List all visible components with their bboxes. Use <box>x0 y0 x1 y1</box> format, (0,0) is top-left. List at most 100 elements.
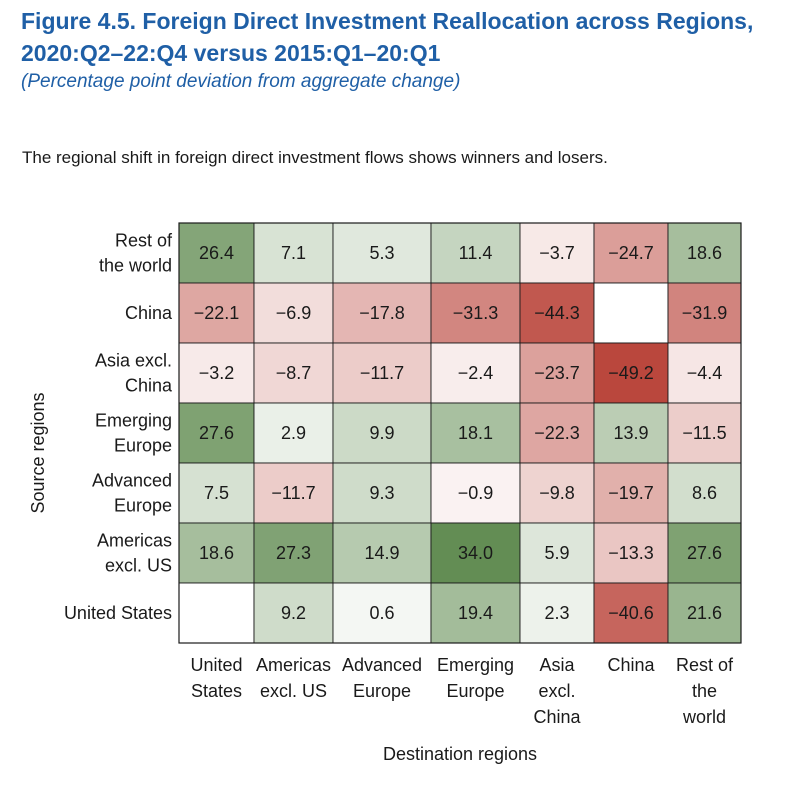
cell-value-label: −19.7 <box>608 483 654 503</box>
heatmap-cell <box>178 462 255 524</box>
heatmap-cell <box>593 222 669 284</box>
column-label: China <box>607 655 655 675</box>
column-label: Americas <box>256 655 331 675</box>
heatmap-cell <box>519 402 595 464</box>
column-label: excl. <box>538 681 575 701</box>
cell-value-label: −40.6 <box>608 603 654 623</box>
y-axis-title: Source regions <box>28 392 48 513</box>
cell-value-label: 14.9 <box>364 543 399 563</box>
cell-value-label: −23.7 <box>534 363 580 383</box>
row-labels: Rest of the world China Asia excl. China Emer… <box>64 231 173 624</box>
cell-value-label: −6.9 <box>276 303 312 323</box>
column-label: the <box>692 681 717 701</box>
cell-value-label: −17.8 <box>359 303 405 323</box>
heatmap-cell <box>667 342 742 404</box>
cell-value-label: 18.6 <box>199 543 234 563</box>
row-label: Advanced <box>92 471 172 491</box>
cell-value-label: 8.6 <box>692 483 717 503</box>
heatmap-cell <box>593 402 669 464</box>
heatmap-cell <box>593 582 669 644</box>
cell-value-label: −44.3 <box>534 303 580 323</box>
figure-subtitle: (Percentage point deviation from aggrega… <box>21 71 461 92</box>
cell-value-label: 21.6 <box>687 603 722 623</box>
cell-value-label: 34.0 <box>458 543 493 563</box>
row-label: Asia excl. <box>95 351 172 371</box>
heatmap-cell <box>519 342 595 404</box>
heatmap-cell <box>519 282 595 344</box>
heatmap-cell <box>593 462 669 524</box>
cell-value-label: 2.3 <box>544 603 569 623</box>
cell-value-label: 11.4 <box>459 243 493 263</box>
column-label: Europe <box>353 681 411 701</box>
cell-value-label: −24.7 <box>608 243 654 263</box>
cell-value-label: −9.8 <box>539 483 575 503</box>
cell-value-label: 27.6 <box>687 543 722 563</box>
cell-value-label: −3.7 <box>539 243 575 263</box>
cell-value-label: −11.7 <box>271 483 315 503</box>
cell-value-label: −13.3 <box>608 543 654 563</box>
figure-title: Figure 4.5. Foreign Direct Investment Re… <box>21 8 754 66</box>
row-label: Europe <box>114 496 172 516</box>
cell-value-label: −0.9 <box>458 483 494 503</box>
heatmap-cell <box>430 342 521 404</box>
heatmap-cells: 26.4 7.1 5.3 11.4 −3.7 −24.7 18.6 −22.1 −6.9 −17.… <box>178 222 742 644</box>
cell-value-label: −8.7 <box>276 363 312 383</box>
row-label: Rest of <box>115 231 173 251</box>
heatmap-cell <box>667 402 742 464</box>
cell-value-label: 9.9 <box>369 423 394 443</box>
row-label: Europe <box>114 436 172 456</box>
cell-value-label: 2.9 <box>281 423 306 443</box>
cell-value-label: 9.2 <box>281 603 306 623</box>
heatmap-cell <box>593 282 669 344</box>
cell-value-label: −31.9 <box>682 303 728 323</box>
cell-value-label: 5.9 <box>544 543 569 563</box>
heatmap-cell <box>178 402 255 464</box>
column-label: States <box>191 681 242 701</box>
cell-value-label: 9.3 <box>369 483 394 503</box>
heatmap-cell <box>519 582 595 644</box>
figure-description: The regional shift in foreign direct inv… <box>22 148 608 167</box>
column-label: excl. US <box>260 681 327 701</box>
heatmap-cell <box>667 522 742 584</box>
column-labels: United States Americas excl. US Advanced Euro… <box>190 655 734 727</box>
cell-value-label: 13.9 <box>613 423 648 443</box>
row-label: the world <box>99 256 172 276</box>
heatmap-cell <box>253 582 334 644</box>
row-label: China <box>125 303 173 323</box>
heatmap-cell <box>253 462 334 524</box>
heatmap-cell <box>253 342 334 404</box>
cell-value-label: 18.1 <box>458 423 493 443</box>
heatmap-cell <box>178 582 255 644</box>
cell-value-label: −22.3 <box>534 423 580 443</box>
cell-value-label: 27.3 <box>276 543 311 563</box>
column-label: Europe <box>446 681 504 701</box>
heatmap-cell <box>332 282 432 344</box>
heatmap-cell <box>253 282 334 344</box>
heatmap-cell <box>332 342 432 404</box>
heatmap-cell <box>332 582 432 644</box>
cell-value-label: −11.5 <box>682 423 726 443</box>
cell-value-label: 26.4 <box>199 243 234 263</box>
row-label: excl. US <box>105 556 172 576</box>
column-label: Rest of <box>676 655 734 675</box>
column-label: China <box>533 707 581 727</box>
heatmap-cell <box>178 342 255 404</box>
heatmap-cell <box>430 402 521 464</box>
cell-value-label: 5.3 <box>369 243 394 263</box>
cell-value-label: 7.1 <box>281 243 306 263</box>
heatmap-cell <box>178 282 255 344</box>
column-label: world <box>682 707 726 727</box>
row-label: Americas <box>97 531 172 551</box>
heatmap-cell <box>430 582 521 644</box>
cell-value-label: −22.1 <box>194 303 240 323</box>
heatmap-cell <box>332 522 432 584</box>
heatmap-cell <box>593 522 669 584</box>
cell-value-label: 0.6 <box>369 603 394 623</box>
heatmap-cell <box>667 462 742 524</box>
x-axis-title: Destination regions <box>383 744 537 764</box>
cell-value-label: −11.7 <box>360 363 404 383</box>
cell-value-label: 19.4 <box>458 603 493 623</box>
cell-value-label: −31.3 <box>453 303 499 323</box>
column-label: United <box>190 655 242 675</box>
